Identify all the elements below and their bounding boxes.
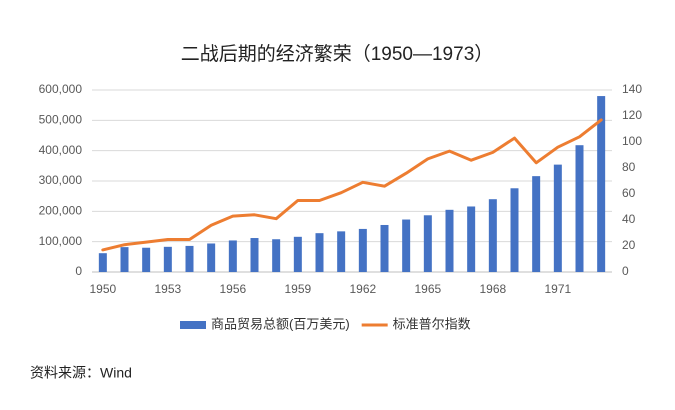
bar — [228, 240, 237, 272]
x-tick-label: 1962 — [349, 282, 376, 296]
chart-title: 二战后期的经济繁荣（1950—1973） — [181, 43, 494, 65]
y2-tick-label: 0 — [622, 264, 629, 278]
line — [101, 118, 603, 252]
y-tick-label: 100,000 — [39, 234, 83, 248]
legend: 商品贸易总额(百万美元) 标准普尔指数 — [180, 316, 471, 331]
bar — [142, 247, 151, 272]
bar — [467, 206, 476, 272]
y2-tick-label: 140 — [622, 82, 642, 96]
bar — [207, 243, 216, 272]
bar — [597, 96, 606, 272]
bar — [553, 164, 562, 272]
legend-swatch — [180, 321, 206, 329]
y2-tick-label: 40 — [622, 212, 636, 226]
y-tick-label: 200,000 — [39, 204, 83, 218]
bar — [532, 176, 541, 272]
bar — [163, 246, 172, 272]
bar — [423, 215, 432, 272]
x-tick-label: 1971 — [544, 282, 571, 296]
legend-label: 标准普尔指数 — [393, 316, 471, 331]
x-tick-label: 1965 — [414, 282, 441, 296]
bar — [380, 224, 389, 272]
bar — [272, 239, 281, 272]
y-tick-label: 500,000 — [39, 113, 83, 127]
bar — [185, 245, 194, 272]
x-tick-label: 1953 — [154, 282, 181, 296]
x-tick-label: 1956 — [219, 282, 246, 296]
y2-tick-label: 60 — [622, 186, 636, 200]
y-tick-label: 0 — [75, 264, 82, 278]
y-tick-label: 600,000 — [39, 82, 83, 96]
bar — [445, 209, 454, 272]
y2-tick-label: 100 — [622, 134, 642, 148]
x-tick-label: 1950 — [89, 282, 116, 296]
bar — [337, 231, 346, 272]
bar — [250, 238, 259, 272]
source-note: 资料来源：Wind — [30, 365, 132, 381]
bar — [98, 253, 107, 272]
x-tick-label: 1959 — [284, 282, 311, 296]
y2-tick-label: 120 — [622, 108, 642, 122]
y2-tick-label: 20 — [622, 238, 636, 252]
bar — [293, 236, 302, 272]
bar — [510, 188, 519, 272]
y2-tick-label: 80 — [622, 160, 636, 174]
bar — [315, 233, 324, 272]
legend-label: 商品贸易总额(百万美元) — [211, 316, 350, 331]
x-tick-label: 1968 — [479, 282, 506, 296]
bar — [402, 219, 411, 272]
y-tick-label: 400,000 — [39, 143, 83, 157]
bar — [575, 145, 584, 272]
bar — [358, 228, 367, 272]
y-tick-label: 300,000 — [39, 173, 83, 187]
bar — [488, 199, 497, 272]
bar — [120, 247, 129, 272]
